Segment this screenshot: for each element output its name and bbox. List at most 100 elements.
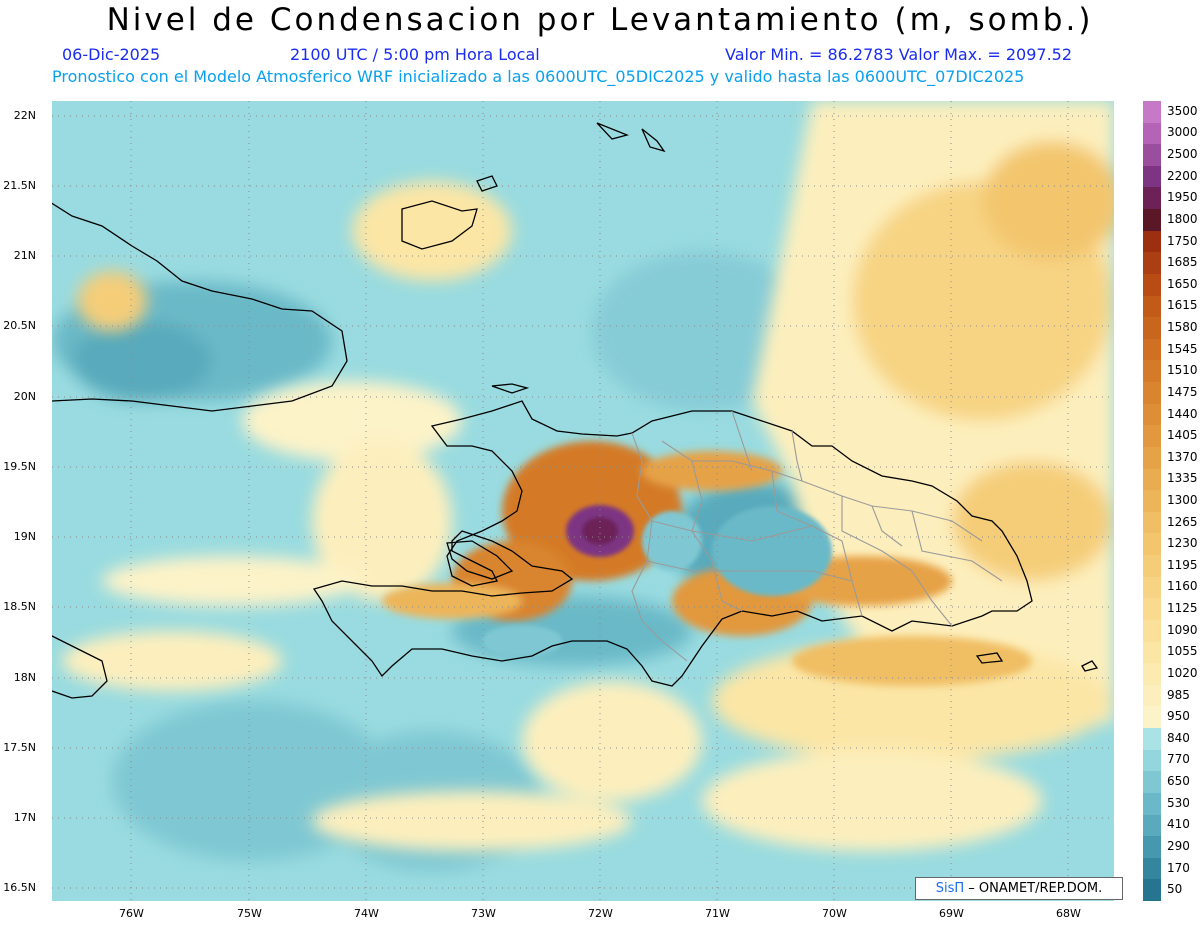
legend-swatch — [1143, 360, 1161, 383]
color-legend — [1143, 101, 1161, 902]
lat-label: 21.5N — [3, 179, 36, 192]
lat-label: 16.5N — [3, 881, 36, 894]
lcl-map — [41, 101, 1122, 901]
lat-label: 17.5N — [3, 741, 36, 754]
legend-label: 1580 — [1167, 320, 1198, 335]
legend-label: 1230 — [1167, 536, 1198, 551]
lon-label: 75W — [237, 907, 262, 920]
legend-swatch — [1143, 533, 1161, 556]
legend-swatch — [1143, 619, 1161, 643]
legend-label: 1125 — [1167, 601, 1198, 616]
legend-swatch — [1143, 706, 1161, 729]
legend-label: 2200 — [1167, 168, 1198, 183]
province-borders — [631, 410, 1003, 662]
legend-label: 770 — [1167, 752, 1190, 767]
map-title: Nivel de Condensacion por Levantamiento … — [106, 2, 1094, 38]
legend-label: 1160 — [1167, 579, 1198, 594]
legend-swatch — [1143, 382, 1161, 405]
legend-label: 1510 — [1167, 363, 1198, 378]
legend-label: 1370 — [1167, 449, 1198, 464]
legend-swatch — [1143, 295, 1161, 318]
legend-label: 650 — [1167, 774, 1190, 789]
lat-label: 18.5N — [3, 600, 36, 613]
legend-swatch — [1143, 165, 1161, 188]
legend-swatch — [1143, 771, 1161, 794]
legend-swatch — [1143, 728, 1161, 751]
lat-label: 17N — [13, 811, 36, 824]
legend-swatch — [1143, 446, 1161, 470]
legend-label: 1300 — [1167, 493, 1198, 507]
legend-swatch — [1143, 468, 1161, 491]
legend-swatch — [1143, 317, 1161, 340]
max-lcl-core — [566, 505, 634, 557]
legend-label: 1265 — [1167, 514, 1198, 529]
legend-label: 1090 — [1167, 622, 1198, 637]
lon-label: 72W — [588, 907, 613, 920]
legend-swatch — [1143, 425, 1161, 448]
lon-label: 73W — [471, 907, 496, 920]
lat-label: 21N — [13, 249, 36, 262]
legend-swatch — [1143, 252, 1161, 275]
lat-label: 19.5N — [3, 460, 36, 473]
lat-label: 19N — [13, 530, 36, 543]
legend-label: 950 — [1167, 709, 1190, 724]
legend-swatch — [1143, 663, 1161, 686]
legend-label: 3000 — [1167, 125, 1198, 140]
legend-label: 985 — [1167, 687, 1190, 702]
legend-swatch — [1143, 792, 1161, 815]
legend-swatch — [1143, 338, 1161, 361]
lat-label: 20.5N — [3, 319, 36, 332]
credit-box: SisΠ – ONAMET/REP.DOM. — [915, 877, 1123, 900]
legend-swatch — [1143, 101, 1161, 124]
legend-label: 1440 — [1167, 406, 1198, 421]
legend-label: 170 — [1167, 860, 1190, 875]
legend-swatch — [1143, 273, 1161, 297]
valid-time: 2100 UTC / 5:00 pm Hora Local — [290, 45, 540, 64]
legend-label: 2500 — [1167, 147, 1198, 162]
legend-label: 1750 — [1167, 233, 1198, 248]
min-max-values: Valor Min. = 86.2783 Valor Max. = 2097.5… — [725, 45, 1073, 64]
legend-label: 3500 — [1167, 103, 1198, 118]
graticule — [52, 101, 1114, 901]
legend-swatch — [1143, 576, 1161, 599]
legend-swatch — [1143, 230, 1161, 253]
legend-swatch — [1143, 879, 1161, 902]
legend-swatch — [1143, 511, 1161, 534]
legend-label: 1545 — [1167, 341, 1198, 356]
lon-label: 71W — [705, 907, 730, 920]
legend-label: 1475 — [1167, 384, 1198, 399]
legend-label: 1800 — [1167, 211, 1198, 226]
legend-label: 1405 — [1167, 428, 1198, 443]
legend-swatch — [1143, 836, 1161, 859]
legend-label: 1950 — [1167, 190, 1198, 205]
legend-label: 840 — [1167, 730, 1190, 745]
legend-swatch — [1143, 187, 1161, 210]
legend-swatch — [1143, 857, 1161, 880]
lat-label: 22N — [13, 109, 36, 122]
legend-swatch — [1143, 598, 1161, 621]
legend-label: 530 — [1167, 795, 1190, 810]
legend-swatch — [1143, 555, 1161, 578]
lat-label: 20N — [13, 390, 36, 403]
lon-label: 74W — [354, 907, 379, 920]
valid-date: 06-Dic-2025 — [62, 45, 161, 64]
forecast-note: Pronostico con el Modelo Atmosferico WRF… — [52, 67, 1025, 86]
lon-label: 70W — [822, 907, 847, 920]
legend-swatch — [1143, 814, 1161, 837]
lon-label: 69W — [939, 907, 964, 920]
legend-label: 1020 — [1167, 665, 1198, 680]
lon-label: 76W — [119, 907, 144, 920]
legend-label: 1685 — [1167, 255, 1198, 270]
legend-label: 1650 — [1167, 276, 1198, 291]
legend-label: 1195 — [1167, 557, 1198, 572]
coastlines — [41, 122, 1099, 699]
legend-label: 290 — [1167, 838, 1190, 853]
lon-label: 68W — [1056, 907, 1081, 920]
legend-swatch — [1143, 144, 1161, 167]
legend-label: 1055 — [1167, 644, 1198, 659]
legend-swatch — [1143, 490, 1161, 513]
legend-label: 50 — [1167, 882, 1183, 897]
legend-swatch — [1143, 122, 1161, 145]
legend-swatch — [1143, 403, 1161, 426]
legend-swatch — [1143, 749, 1161, 772]
